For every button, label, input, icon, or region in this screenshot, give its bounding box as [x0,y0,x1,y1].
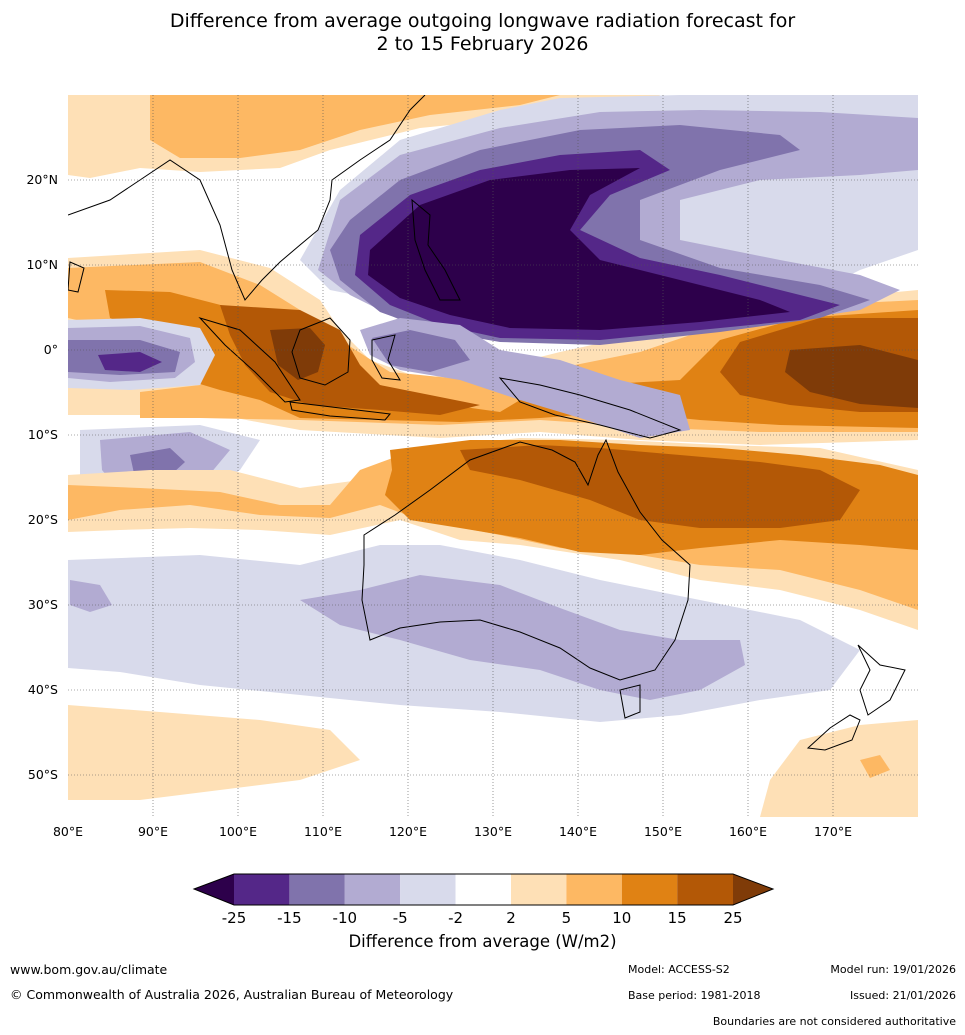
model-name: Model: ACCESS-S2 [628,963,730,976]
colorbar-label-5: 5 [562,909,572,927]
colorbar-title: Difference from average (W/m2) [348,932,617,951]
colorbar-label-25: 25 [723,909,742,927]
java-coastline [289,401,391,421]
boundary-disclaimer: Boundaries are not considered authoritat… [712,1015,956,1028]
anomaly-extreme-positive-borneo [270,328,325,380]
issued-date: Issued: 21/01/2026 [849,989,956,1002]
sumatra-coastline [198,316,301,403]
lon-label-140e: 140°E [559,824,597,839]
colorbar-swatch-15-25 [677,874,733,905]
lon-label-160e: 160°E [729,824,767,839]
new-zealand-north-coastline [857,644,906,716]
sulawesi-coastline [371,334,401,381]
lon-label-170e: 170°E [814,824,852,839]
lat-label-30s: 30°S [28,597,58,612]
coastlines [68,95,906,751]
lon-label-120e: 120°E [389,824,427,839]
lat-label-10n: 10°N [26,257,58,272]
colorbar-label-minus5: -5 [393,909,408,927]
colorbar-label-15: 15 [668,909,687,927]
latitude-labels: 20°N 10°N 0° 10°S 20°S 30°S 40°S 50°S [26,172,58,782]
anomaly-negative-light-southern [300,575,745,700]
anomaly-extreme-negative-wpac [368,168,790,330]
colorbar-label-10: 10 [612,909,631,927]
colorbar-label-minus10: -10 [333,909,358,927]
colorbar-swatch-10-15 [621,874,678,905]
colorbar-swatch-below-minus25 [194,874,234,905]
new-zealand-south-coastline [806,714,861,751]
lon-label-100e: 100°E [219,824,257,839]
colorbar-outline [192,873,775,906]
colorbar-label-minus15: -15 [277,909,302,927]
title-line-2: 2 to 15 February 2026 [376,33,589,55]
lat-label-20n: 20°N [26,172,58,187]
lat-label-40s: 40°S [28,682,58,697]
lon-label-130e: 130°E [474,824,512,839]
lat-label-equator: 0° [44,342,58,357]
anomaly-positive-light-south [68,705,360,800]
colorbar-swatch-minus10-minus5 [344,874,401,905]
anomaly-positive-darkest-australia [460,445,860,528]
colorbar-swatch-above-25 [733,874,773,905]
anomaly-negative-light-sw [70,580,112,612]
colorbar-label-minus2: -2 [448,909,463,927]
new-guinea-coastline [498,377,682,439]
graticule [68,95,918,817]
model-run-date: Model run: 19/01/2026 [830,963,956,976]
colorbar-swatch-minus15-minus10 [289,874,345,905]
colorbar-swatch-5-10 [566,874,622,905]
tasmania-coastline [619,684,641,719]
australia-coastline [361,438,691,681]
longitude-labels: 80°E 90°E 100°E 110°E 120°E 130°E 140°E … [53,824,852,839]
chart-title: Difference from average outgoing longwav… [0,10,965,56]
anomaly-positive-nw [150,95,560,158]
anomaly-extreme-positive-pacific [785,345,918,408]
colorbar-label-2: 2 [506,909,516,927]
anomaly-positive-light-tasman [760,720,918,817]
lon-label-80e: 80°E [53,824,83,839]
anomaly-negative-moderate-maritime [372,330,470,372]
lon-label-90e: 90°E [138,824,168,839]
lat-label-20s: 20°S [28,512,58,527]
colorbar-swatch-2-5 [511,874,567,905]
base-period: Base period: 1981-2018 [628,989,761,1002]
lat-label-50s: 50°S [28,767,58,782]
borneo-coastline [291,317,351,386]
philippines-coastline [411,198,461,301]
lon-label-150e: 150°E [644,824,682,839]
lon-label-110e: 110°E [304,824,342,839]
lat-label-10s: 10°S [28,427,58,442]
colorbar: -25 -15 -10 -5 -2 2 5 10 15 25 [192,873,775,927]
sri-lanka-coastline [68,261,85,293]
colorbar-swatch-minus5-minus2 [400,874,456,905]
website-link[interactable]: www.bom.gov.au/climate [10,962,168,977]
anomaly-negative-strong-indian [98,352,162,372]
colorbar-swatch-minus25-minus15 [234,874,290,905]
colorbar-swatch-minus2-plus2 [455,874,511,905]
map-area [68,95,918,817]
copyright-text: © Commonwealth of Australia 2026, Austra… [10,987,454,1002]
anomaly-positive-tasman [860,755,890,778]
title-line-1: Difference from average outgoing longwav… [169,10,796,32]
colorbar-label-minus25: -25 [222,909,247,927]
asia-coastline [68,95,426,301]
